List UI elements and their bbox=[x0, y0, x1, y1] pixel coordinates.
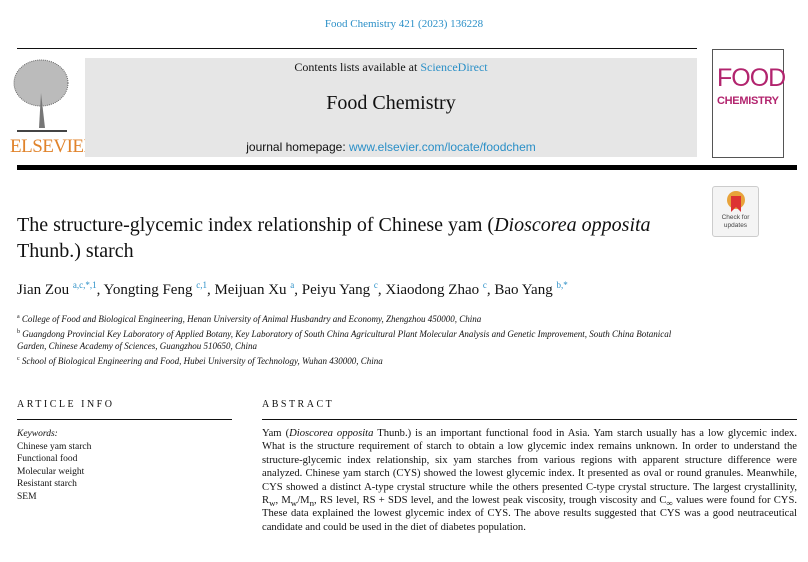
divider bbox=[17, 419, 232, 420]
cover-title-chemistry: CHEMISTRY bbox=[717, 95, 779, 107]
homepage-link[interactable]: www.elsevier.com/locate/foodchem bbox=[349, 140, 536, 154]
keyword: SEM bbox=[17, 491, 37, 502]
keywords: Keywords: Chinese yam starch Functional … bbox=[17, 428, 91, 504]
author[interactable]: Meijuan Xu a bbox=[214, 280, 295, 298]
sciencedirect-link[interactable]: ScienceDirect bbox=[420, 60, 488, 74]
divider bbox=[262, 419, 797, 420]
article-title: The structure-glycemic index relationshi… bbox=[17, 214, 651, 262]
author-list: Jian Zou a,c,*,1, Yongting Feng c,1, Mei… bbox=[17, 280, 568, 298]
article-info-heading: ARTICLE INFO bbox=[17, 399, 115, 410]
journal-citation[interactable]: Food Chemistry 421 (2023) 136228 bbox=[0, 18, 808, 30]
publisher-wordmark: ELSEVIER bbox=[10, 136, 96, 157]
author[interactable]: Bao Yang b,* bbox=[494, 280, 568, 298]
divider bbox=[17, 165, 797, 170]
keywords-label: Keywords: bbox=[17, 429, 58, 439]
affiliation: c School of Biological Engineering and F… bbox=[17, 355, 383, 366]
bookmark-icon bbox=[726, 191, 745, 212]
author[interactable]: Jian Zou a,c,*,1 bbox=[17, 280, 97, 298]
homepage-line: journal homepage: www.elsevier.com/locat… bbox=[246, 140, 536, 154]
keyword: Chinese yam starch bbox=[17, 441, 92, 452]
check-for-updates-button[interactable]: Check for updates bbox=[712, 186, 759, 237]
elsevier-logo: ELSEVIER bbox=[10, 58, 96, 158]
journal-banner: Contents lists available at ScienceDirec… bbox=[85, 58, 697, 157]
author[interactable]: Yongting Feng c,1 bbox=[103, 280, 207, 298]
citation-link[interactable]: Food Chemistry 421 (2023) 136228 bbox=[324, 18, 484, 30]
badge-label: Check for updates bbox=[721, 214, 750, 229]
cover-title-food: FOOD bbox=[717, 64, 786, 92]
author[interactable]: Xiaodong Zhao c bbox=[385, 280, 487, 298]
author[interactable]: Peiyu Yang c bbox=[301, 280, 378, 298]
affiliation: b Guangdong Provincial Key Laboratory of… bbox=[17, 328, 672, 352]
keyword: Functional food bbox=[17, 454, 78, 465]
journal-cover[interactable]: FOOD CHEMISTRY bbox=[712, 49, 786, 158]
tree-icon bbox=[13, 59, 69, 132]
keyword: Resistant starch bbox=[17, 479, 77, 490]
keyword: Molecular weight bbox=[17, 466, 85, 477]
divider bbox=[17, 48, 697, 49]
journal-title: Food Chemistry bbox=[326, 92, 456, 114]
abstract-text: Yam (Dioscorea opposita Thunb.) is an im… bbox=[262, 428, 798, 533]
affiliations: a College of Food and Biological Enginee… bbox=[17, 311, 697, 367]
contents-line: Contents lists available at ScienceDirec… bbox=[294, 60, 488, 74]
affiliation: a College of Food and Biological Enginee… bbox=[17, 314, 482, 324]
abstract-heading: ABSTRACT bbox=[262, 399, 335, 410]
